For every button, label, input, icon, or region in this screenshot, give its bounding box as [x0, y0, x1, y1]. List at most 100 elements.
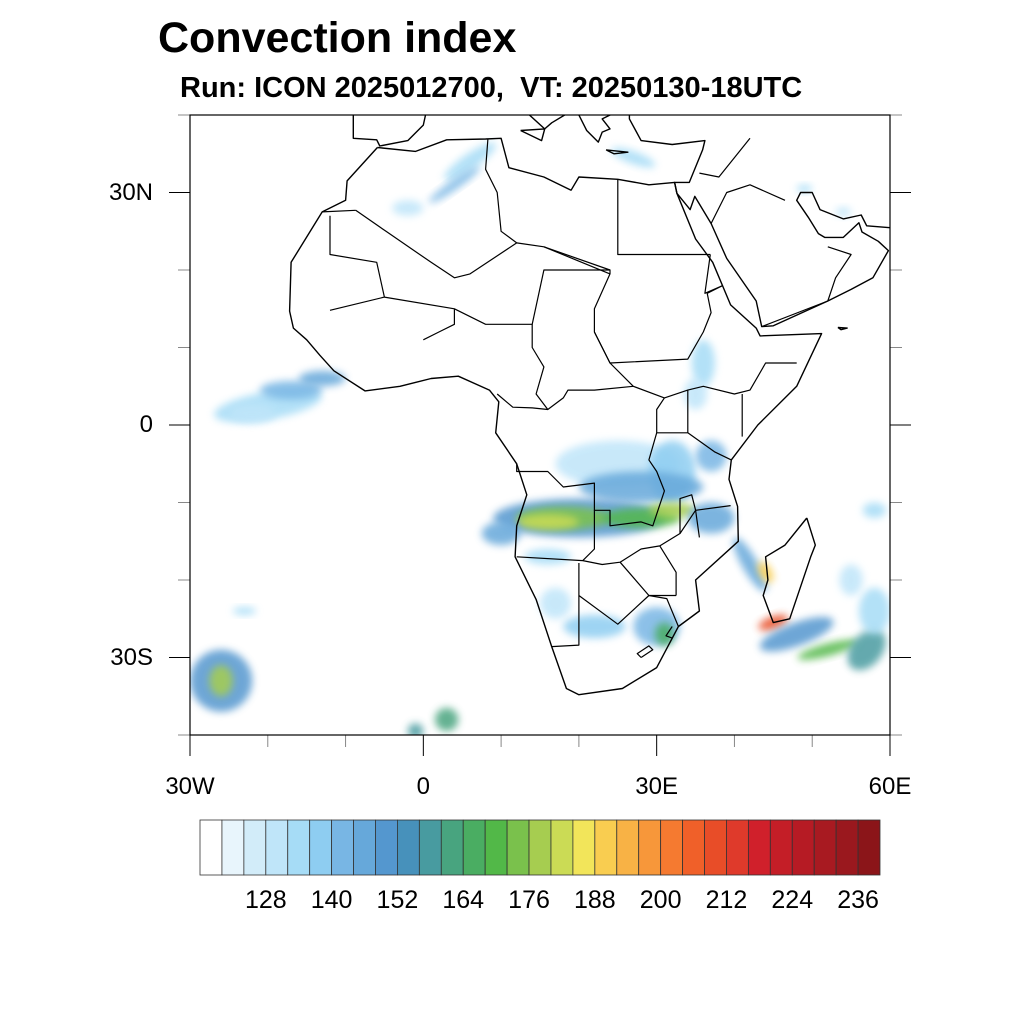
lon-label: 60E	[868, 773, 912, 800]
colorbar-label: 188	[573, 886, 616, 914]
convection-cell	[578, 471, 704, 503]
convection-cell	[611, 147, 656, 168]
colorbar-box	[747, 819, 771, 876]
country-border	[582, 510, 596, 562]
colorbar-box	[528, 819, 552, 876]
map-frame	[189, 114, 891, 736]
country-border	[699, 137, 751, 178]
colorbar-label: 152	[376, 886, 419, 914]
convection-cell	[434, 707, 459, 732]
crete-coastline	[605, 149, 629, 155]
convection-cell	[839, 564, 863, 596]
country-border	[355, 138, 518, 279]
italy-coastline	[528, 115, 567, 130]
colorbar-box	[550, 819, 574, 876]
colorbar-box	[484, 819, 508, 876]
country-border	[704, 254, 724, 294]
lon-label: 30W	[165, 773, 215, 800]
convection-cell	[481, 521, 521, 546]
colorbar-box	[353, 819, 376, 876]
colorbar-box	[660, 819, 683, 876]
convection-cell	[655, 622, 674, 646]
convection-cell	[407, 723, 424, 735]
convection-cell	[392, 200, 424, 216]
country-border	[593, 284, 724, 364]
country-border	[710, 184, 786, 224]
colorbar-box	[418, 819, 442, 876]
colorbar-box	[331, 819, 354, 876]
country-border	[665, 626, 673, 639]
lat-label: 0	[139, 411, 153, 438]
colorbar-label: 224	[771, 886, 814, 914]
country-border	[578, 594, 677, 625]
country-border	[617, 179, 711, 256]
colorbar-box	[791, 819, 815, 876]
madagascar-coastline	[762, 517, 816, 624]
colorbar-label: 236	[837, 886, 879, 914]
convection-cell	[757, 561, 774, 583]
country-border	[516, 242, 611, 271]
colorbar-box	[769, 819, 793, 876]
convection-cell	[835, 207, 852, 217]
convection-cell	[444, 142, 496, 181]
colorbar-box	[835, 819, 859, 876]
arabia-coastline	[628, 115, 890, 328]
convection-cell	[796, 184, 813, 193]
colorbar-box	[616, 819, 640, 876]
country-border	[619, 561, 679, 627]
colorbar-label: 176	[508, 886, 550, 914]
country-border	[543, 246, 611, 275]
convection-cell	[847, 629, 886, 671]
country-border	[516, 505, 731, 566]
convection-cell	[695, 440, 727, 472]
country-border	[659, 545, 677, 596]
colorbar-box	[857, 819, 881, 876]
convection-cell	[862, 502, 887, 518]
country-border	[322, 209, 356, 213]
colorbar-box	[704, 819, 727, 876]
country-border	[636, 645, 654, 659]
lon-label: 0	[416, 773, 431, 800]
convection-field	[190, 142, 890, 735]
country-border	[384, 296, 455, 341]
sri-socotra	[837, 326, 848, 331]
convection-cell	[648, 502, 696, 518]
convection-cell	[797, 639, 858, 660]
convection-cell	[228, 404, 276, 423]
convection-cell	[524, 549, 572, 565]
convection-cell	[563, 614, 626, 639]
colorbar-box	[462, 819, 486, 876]
colorbar-box	[506, 819, 530, 876]
colorbar-box	[594, 819, 618, 876]
country-border	[656, 432, 732, 461]
lat-label: 30N	[108, 178, 153, 206]
colorbar-label: 140	[310, 886, 353, 914]
colorbar-box	[265, 819, 289, 876]
colorbar-box	[397, 819, 420, 876]
convection-cell	[858, 587, 890, 635]
coastlines-and-borders	[288, 115, 890, 696]
colorbar-label: 212	[705, 886, 748, 914]
convection-cell	[733, 537, 767, 592]
lon-label: 30E	[635, 773, 679, 800]
colorbar-box	[199, 819, 223, 876]
colorbar-box	[440, 819, 464, 876]
country-border	[761, 246, 852, 328]
chart-subtitle: Run: ICON 2025012700, VT: 20250130-18UTC	[180, 72, 803, 104]
country-border	[551, 563, 580, 648]
colorbar-label: 128	[244, 886, 287, 914]
colorbar-label: 200	[639, 886, 682, 914]
country-border	[454, 269, 797, 399]
country-border	[516, 397, 666, 527]
colorbar-box	[221, 819, 245, 876]
colorbar-box	[638, 819, 662, 876]
sicily-coastline	[520, 128, 546, 142]
colorbar-box	[813, 819, 837, 876]
convection-cell	[298, 370, 346, 387]
colorbar-box	[309, 819, 333, 876]
colorbar-box	[682, 819, 705, 876]
country-border	[496, 393, 548, 411]
convection-cell	[516, 514, 579, 530]
convection-cell	[759, 617, 834, 652]
